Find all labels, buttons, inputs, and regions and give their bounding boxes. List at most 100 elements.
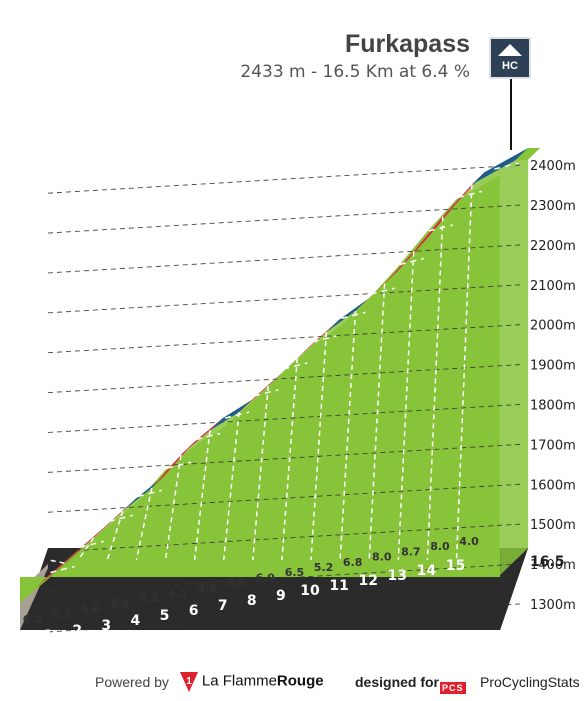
elevation-gridline bbox=[47, 483, 521, 513]
elevation-gridline bbox=[47, 284, 521, 314]
km-divider bbox=[310, 331, 328, 561]
km-marker-label: 6 bbox=[189, 603, 199, 619]
climb-summary: 2433 m - 16.5 Km at 6.4 % bbox=[240, 62, 470, 82]
gradient-band-dash bbox=[224, 411, 250, 419]
segment-gradient-label: 6.5 bbox=[227, 577, 247, 590]
km-marker-label: 2 bbox=[72, 623, 82, 639]
km-divider bbox=[48, 559, 65, 564]
km-marker-label: 11 bbox=[329, 578, 348, 594]
profile-gradient-bands bbox=[35, 148, 541, 589]
elevation-label: 2100m bbox=[530, 279, 576, 294]
gradient-band-segment bbox=[413, 204, 456, 252]
elevation-label: 2000m bbox=[530, 319, 576, 334]
segment-gradient-label: 6.1 bbox=[168, 587, 188, 600]
profile-area bbox=[20, 175, 501, 603]
elevation-label: 1900m bbox=[530, 359, 576, 374]
elevation-gridline bbox=[47, 443, 521, 473]
segment-gradient-label: 4.5 bbox=[197, 582, 217, 595]
gradient-band-segment bbox=[93, 499, 136, 538]
gradient-band-segment bbox=[442, 172, 485, 217]
segment-gradient-label: 6.8 bbox=[343, 556, 363, 569]
km-marker-label: 13 bbox=[388, 568, 407, 584]
elevation-gridline bbox=[47, 324, 521, 354]
gradient-band-dash bbox=[399, 257, 424, 266]
elevation-gridline bbox=[47, 563, 521, 593]
km-divider bbox=[397, 251, 415, 561]
pcs-logo[interactable]: PCS bbox=[440, 678, 466, 694]
segment-gradient-label: 6.9 bbox=[256, 571, 276, 584]
gradient-band-dash bbox=[341, 311, 366, 320]
km-divider bbox=[135, 487, 153, 561]
gradient-band-dash bbox=[457, 190, 483, 199]
gradient-band-segment bbox=[64, 525, 107, 564]
km-divider bbox=[222, 412, 240, 561]
designed-for-text: designed for bbox=[355, 674, 440, 690]
distance-end-label: 16.5 bbox=[530, 554, 565, 570]
hc-category-badge: HC bbox=[489, 37, 531, 79]
segment-gradient-label: 8.2 bbox=[139, 592, 159, 605]
segment-gradient-label: 6.2 bbox=[23, 613, 43, 626]
gradient-band-segment bbox=[384, 239, 427, 284]
powered-by-text: Powered by bbox=[95, 674, 169, 690]
segment-gradient-label: 8.0 bbox=[372, 551, 392, 564]
pcs-logo-mark: PCS bbox=[440, 682, 466, 694]
km-marker-label: 7 bbox=[218, 598, 228, 614]
km-divider bbox=[77, 537, 95, 561]
elevation-gridline bbox=[47, 164, 521, 194]
gradient-band-dash bbox=[370, 287, 395, 295]
gradient-band-dash bbox=[494, 162, 519, 170]
elevation-gridline bbox=[47, 364, 521, 394]
mountain-icon: HC bbox=[498, 44, 522, 72]
gradient-band-dash bbox=[195, 432, 221, 441]
climb-title: Furkapass bbox=[344, 30, 470, 58]
gradient-band-segment bbox=[180, 418, 223, 455]
segment-gradient-label: 6.3 bbox=[52, 608, 72, 621]
km-divider bbox=[252, 385, 269, 561]
km-marker-label: 15 bbox=[446, 558, 465, 574]
gradient-band-dash bbox=[254, 389, 279, 397]
gradient-band-segment bbox=[326, 298, 369, 333]
profile-labels: 2400m 2300m 2200m 2100m 2000m 1900m 1800m 1700m… bbox=[23, 159, 576, 644]
elevation-label: 1500m bbox=[530, 518, 576, 533]
elevation-label: 1800m bbox=[530, 398, 576, 413]
flag-icon: 1 bbox=[180, 672, 198, 692]
km-marker-label: 12 bbox=[358, 573, 377, 589]
elevation-label: 1300m bbox=[530, 598, 576, 613]
procyclingstats-text[interactable]: ProCyclingStats bbox=[480, 674, 580, 690]
brand-name-a: La Flamme bbox=[201, 672, 277, 690]
km-divider bbox=[339, 311, 357, 561]
gradient-band-segment bbox=[268, 346, 310, 386]
gradient-band-dash bbox=[283, 362, 308, 370]
elevation-label: 1400m bbox=[530, 558, 576, 573]
km-marker-label: 9 bbox=[276, 588, 286, 604]
km-marker-label: 4 bbox=[131, 613, 141, 629]
gradient-band-dash bbox=[79, 540, 104, 549]
elevation-gridline bbox=[47, 244, 521, 274]
gradient-band-segment bbox=[239, 373, 281, 413]
summit-cap bbox=[515, 148, 541, 161]
brand-name-b: Rouge bbox=[276, 672, 324, 690]
gradient-band-segment bbox=[122, 475, 165, 512]
segment-gradient-label: 5.2 bbox=[314, 561, 334, 574]
km-marker-label: 8 bbox=[247, 593, 257, 609]
km-divider bbox=[426, 216, 444, 561]
gradient-band-dash bbox=[428, 224, 454, 232]
elevation-label: 2300m bbox=[530, 199, 576, 214]
elevation-label: 2400m bbox=[530, 159, 576, 174]
brand-number: 1 bbox=[186, 676, 192, 687]
km-marker-label: 5 bbox=[160, 608, 170, 624]
category-label: HC bbox=[502, 60, 518, 72]
laflammerouge-logo[interactable]: 1 La FlammeRouge bbox=[180, 672, 324, 692]
segment-gradient-label: 4.0 bbox=[459, 535, 479, 548]
km-divider bbox=[193, 430, 211, 561]
km-divider bbox=[368, 283, 386, 561]
elevation-gridline bbox=[47, 603, 521, 633]
profile-km-dividers bbox=[48, 184, 473, 564]
km-marker-label: 3 bbox=[101, 618, 111, 634]
gradient-band-dash bbox=[137, 489, 163, 498]
km-marker-label: 14 bbox=[417, 563, 437, 579]
gradient-band-segment bbox=[151, 442, 194, 488]
elevation-gridline bbox=[47, 204, 521, 234]
gradient-band-segment bbox=[210, 399, 252, 431]
